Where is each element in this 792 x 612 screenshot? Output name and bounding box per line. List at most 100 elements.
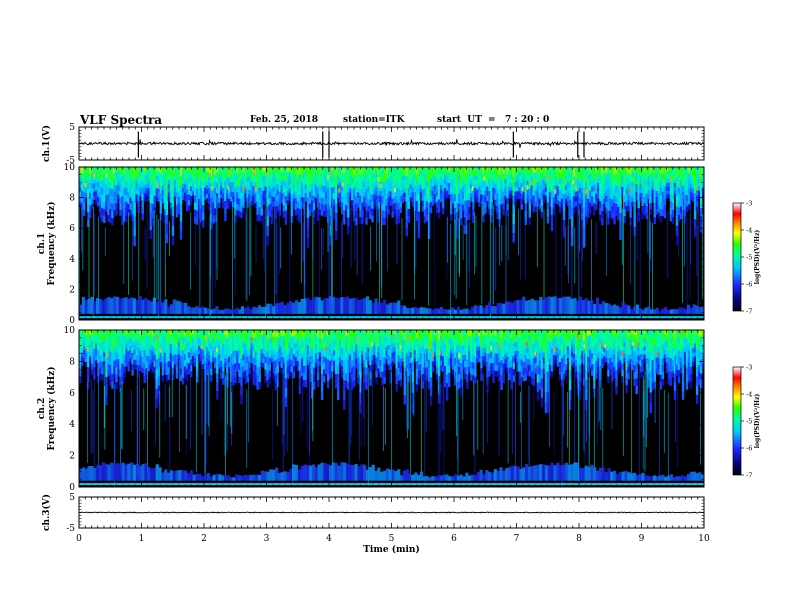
spectro-cell xyxy=(175,372,179,379)
spectro-cell xyxy=(276,344,279,352)
spectro-cell xyxy=(189,359,193,366)
spectro-cell xyxy=(687,177,691,184)
spectro-cell xyxy=(157,188,161,194)
spectro-cell xyxy=(258,180,261,188)
spectro-cell xyxy=(609,191,612,199)
hiss-band-cell xyxy=(436,308,441,314)
spectro-cell xyxy=(179,176,183,186)
y-axis-label: ch.1 xyxy=(37,233,47,254)
spectro-cell xyxy=(135,175,138,181)
spectro-cell xyxy=(468,366,471,373)
spectro-cell xyxy=(345,179,348,187)
spectro-cell xyxy=(274,173,277,181)
spectro-cell xyxy=(421,366,425,375)
spectro-cell xyxy=(458,381,461,389)
spectro-cell xyxy=(177,184,181,191)
spectro-cell xyxy=(691,179,695,185)
spectro-cell xyxy=(95,180,98,186)
spectro-cell xyxy=(683,202,687,210)
spectro-cell xyxy=(292,198,296,205)
spectro-cell xyxy=(651,167,654,172)
spectro-cell xyxy=(534,172,538,179)
spectro-cell xyxy=(488,178,491,186)
spectro-cell xyxy=(107,194,110,202)
spectro-cell xyxy=(385,211,388,219)
spectro-cell xyxy=(607,167,610,175)
hiss-band-cell xyxy=(590,300,594,314)
spectro-cell xyxy=(300,192,304,198)
spectro-cell xyxy=(605,178,608,185)
spectro-cell xyxy=(224,193,227,202)
spectro-cell xyxy=(234,215,237,223)
spectro-cell xyxy=(472,215,475,224)
spectro-cell xyxy=(262,348,265,354)
spectro-cell xyxy=(447,182,451,187)
spectro-cell xyxy=(456,330,459,338)
spectro-cell xyxy=(288,353,292,360)
spectro-cell xyxy=(181,187,185,192)
spectro-cell xyxy=(494,177,497,184)
spectro-cell xyxy=(95,199,98,205)
spectro-cell xyxy=(246,369,249,376)
spectro-cell xyxy=(224,330,227,336)
spectro-cell xyxy=(691,192,695,198)
spectro-cell xyxy=(169,348,173,354)
spectro-cell xyxy=(512,167,515,177)
spectro-cell xyxy=(262,362,265,368)
spectro-cell xyxy=(484,167,487,174)
spectro-cell xyxy=(79,186,82,192)
spectro-cell xyxy=(155,398,159,409)
spectro-cell xyxy=(115,197,118,204)
spectro-cell xyxy=(605,172,608,179)
spectro-cell xyxy=(274,192,277,200)
spectro-cell xyxy=(155,369,159,380)
spectro-cell xyxy=(425,366,429,374)
spectro-cell xyxy=(234,376,237,384)
spectro-cell xyxy=(137,330,140,337)
spectro-cell xyxy=(359,392,362,403)
spectro-cell xyxy=(228,187,231,194)
spectro-cell xyxy=(274,179,277,187)
spectro-cell xyxy=(95,342,98,348)
spectro-cell xyxy=(81,361,84,366)
spectro-cell xyxy=(693,201,697,211)
spectro-cell xyxy=(349,175,352,180)
spectro-cell xyxy=(415,337,419,346)
spectro-cell xyxy=(197,179,201,187)
spectro-cell xyxy=(296,345,300,351)
spectro-cell xyxy=(238,330,241,338)
spectro-cell xyxy=(87,204,90,213)
spectro-cell xyxy=(508,190,511,196)
spectro-cell xyxy=(427,374,431,382)
spectro-cell xyxy=(79,201,82,207)
spectro-cell xyxy=(262,190,265,196)
spectro-cell xyxy=(318,191,322,198)
spectro-cell xyxy=(187,340,191,347)
spectro-cell xyxy=(97,167,100,173)
spectro-cell xyxy=(508,167,511,172)
spectro-cell xyxy=(341,172,344,180)
spectro-cell xyxy=(214,362,217,369)
spectro-cell xyxy=(155,359,159,370)
spectro-cell xyxy=(341,178,344,185)
spectro-cell xyxy=(111,203,114,211)
spectro-cell xyxy=(268,173,271,180)
spectro-cell xyxy=(548,186,552,193)
spectro-cell xyxy=(679,179,683,187)
spectro-cell xyxy=(335,212,338,222)
hiss-band-cell xyxy=(647,306,651,314)
spectro-cell xyxy=(361,202,364,210)
spectro-cell xyxy=(695,195,699,202)
spectro-cell xyxy=(131,335,134,342)
spectro-cell xyxy=(113,185,116,192)
spectro-cell xyxy=(641,179,644,187)
spectro-cell xyxy=(629,167,632,175)
spectro-cell xyxy=(389,356,392,364)
spectro-cell xyxy=(250,171,253,177)
spectro-cell xyxy=(540,167,544,174)
spectro-cell xyxy=(431,361,435,367)
hiss-band-cell xyxy=(87,298,91,314)
spectro-cell xyxy=(357,197,360,203)
spectro-cell xyxy=(329,225,332,236)
spectro-cell xyxy=(417,336,421,345)
